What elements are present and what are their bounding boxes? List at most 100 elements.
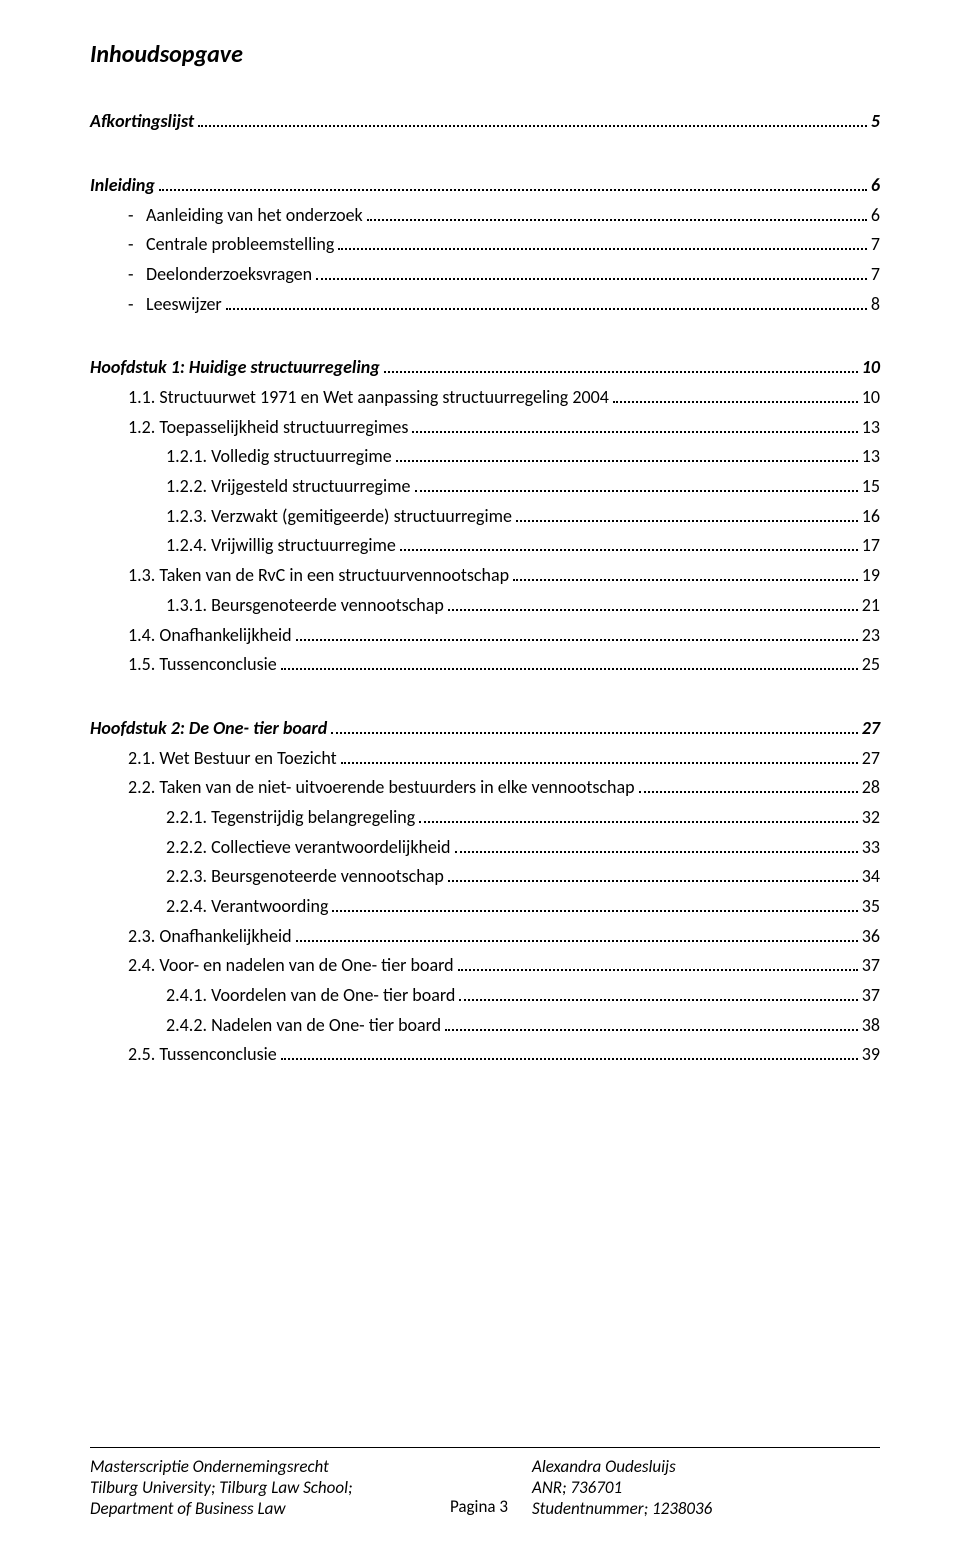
leader-dots [400,533,858,551]
toc-label: 1.2.4. Vrijwillig structuurregime [166,534,396,557]
footer-text: Tilburg University; Tilburg Law School; [90,1477,438,1498]
toc-row: 2.4.2. Nadelen van de One- tier board38 [166,1013,880,1037]
toc-label: 2.4.1. Voordelen van de One- tier board [166,984,455,1007]
toc-text: Deelonderzoeksvragen [146,263,312,285]
leader-dots [419,805,858,823]
toc-label: 2.1. Wet Bestuur en Toezicht [128,747,337,770]
leader-dots [639,775,858,793]
footer-left: Masterscriptie Ondernemingsrecht Tilburg… [90,1456,438,1519]
footer-text: Studentnummer; 1238036 [532,1498,880,1519]
leader-dots [338,232,867,250]
toc-label: 1.2.1. Volledig structuurregime [166,445,392,468]
toc-page: 37 [862,984,880,1007]
toc-row: 1.2.3. Verzwakt (gemitigeerde) structuur… [166,504,880,528]
toc-label: 2.2. Taken van de niet- uitvoerende best… [128,776,635,799]
toc-label: -Leeswijzer [128,293,222,316]
toc-page: 17 [862,534,880,557]
toc-row: -Deelonderzoeksvragen 7 [128,262,880,286]
toc-label: 1.2. Toepasselijkheid structuurregimes [128,416,408,439]
toc-group-h2: 2.1. Wet Bestuur en Toezicht 27 2.2. Taken… [90,745,880,1066]
toc-page: 27 [862,747,880,770]
leader-dots [296,924,858,942]
leader-dots [296,622,858,640]
table-of-contents: Afkortingslijst 5 Inleiding 6 -Aanleidin… [90,109,880,1066]
toc-row: 2.2.2. Collectieve verantwoordelijkheid3… [166,834,880,858]
toc-page: 10 [862,356,880,379]
toc-label: 2.2.4. Verantwoording [166,895,328,918]
toc-row: 2.2.3. Beursgenoteerde vennootschap34 [166,864,880,888]
toc-row: 1.5. Tussenconclusie25 [128,652,880,676]
toc-row: Hoofdstuk 1: Huidige structuurregeling 1… [90,355,880,379]
toc-row: 2.5. Tussenconclusie 39 [128,1042,880,1066]
toc-row: Inleiding 6 [90,173,880,197]
toc-text: Centrale probleemstelling [146,233,334,255]
toc-row: Afkortingslijst 5 [90,109,880,133]
toc-label: 2.5. Tussenconclusie [128,1043,277,1066]
toc-row: 1.3.1. Beursgenoteerde vennootschap21 [166,593,880,617]
toc-label: Inleiding [90,174,155,197]
toc-page: 33 [862,836,880,859]
toc-label: Hoofdstuk 1: Huidige structuurregeling [90,356,380,379]
toc-page: 16 [862,505,880,528]
toc-text: Aanleiding van het onderzoek [146,204,363,226]
toc-row: 1.1. Structuurwet 1971 en Wet aanpassing… [128,385,880,409]
toc-label: Hoofdstuk 2: De One- tier board [90,717,327,740]
toc-group-h1: 1.1. Structuurwet 1971 en Wet aanpassing… [90,385,880,676]
footer-right: Alexandra Oudesluijs ANR; 736701 Student… [520,1456,880,1519]
toc-row: Hoofdstuk 2: De One- tier board 27 [90,716,880,740]
leader-dots [455,834,858,852]
toc-page: 32 [862,806,880,829]
toc-page: 8 [871,293,880,316]
toc-page: 28 [862,776,880,799]
leader-dots [459,983,857,1001]
toc-label: 2.3. Onafhankelijkheid [128,925,292,948]
toc-label: 2.2.1. Tegenstrijdig belangregeling [166,806,415,829]
toc-page: 27 [862,717,880,740]
toc-row: 1.4. Onafhankelijkheid23 [128,622,880,646]
leader-dots [516,504,858,522]
toc-label: -Centrale probleemstelling [128,233,334,256]
toc-page: 13 [862,445,880,468]
toc-page: 5 [871,110,880,133]
toc-text: Leeswijzer [146,293,222,315]
toc-page: 6 [871,204,880,227]
leader-dots [412,415,857,433]
leader-dots [445,1013,858,1031]
toc-row: 1.3. Taken van de RvC in een structuurve… [128,563,880,587]
footer-text: ANR; 736701 [532,1477,880,1498]
toc-page: 35 [862,895,880,918]
toc-row: 1.2.2. Vrijgesteld structuurregime15 [166,474,880,498]
toc-page: 7 [871,263,880,286]
toc-row: 1.2.4. Vrijwillig structuurregime 17 [166,533,880,557]
toc-label: Afkortingslijst [90,110,194,133]
toc-label: -Deelonderzoeksvragen [128,263,312,286]
leader-dots [384,355,858,373]
toc-row: 1.2. Toepasselijkheid structuurregimes 13 [128,415,880,439]
footer-text: Masterscriptie Ondernemingsrecht [90,1456,438,1477]
toc-row: 1.2.1. Volledig structuurregime 13 [166,444,880,468]
leader-dots [458,953,858,971]
leader-dots [331,716,858,734]
page: Inhoudsopgave Afkortingslijst 5 Inleidin… [0,0,960,1557]
toc-label: 1.3.1. Beursgenoteerde vennootschap [166,594,444,617]
toc-page: 37 [862,954,880,977]
toc-page: 25 [862,653,880,676]
leader-dots [513,563,858,581]
toc-row: -Leeswijzer 8 [128,291,880,315]
toc-label: 2.4. Voor- en nadelen van de One- tier b… [128,954,454,977]
leader-dots [396,444,858,462]
leader-dots [198,109,867,127]
toc-label: 1.4. Onafhankelijkheid [128,624,292,647]
toc-page: 39 [862,1043,880,1066]
page-title: Inhoudsopgave [90,40,880,69]
toc-page: 7 [871,233,880,256]
leader-dots [316,262,867,280]
toc-row: -Aanleiding van het onderzoek 6 [128,202,880,226]
leader-dots [281,652,858,670]
toc-row: 2.2.1. Tegenstrijdig belangregeling 32 [166,805,880,829]
page-footer: Masterscriptie Ondernemingsrecht Tilburg… [90,1447,880,1519]
footer-center: Pagina 3 [438,1496,520,1519]
leader-dots [448,593,858,611]
toc-page: 13 [862,416,880,439]
toc-label: -Aanleiding van het onderzoek [128,204,363,227]
